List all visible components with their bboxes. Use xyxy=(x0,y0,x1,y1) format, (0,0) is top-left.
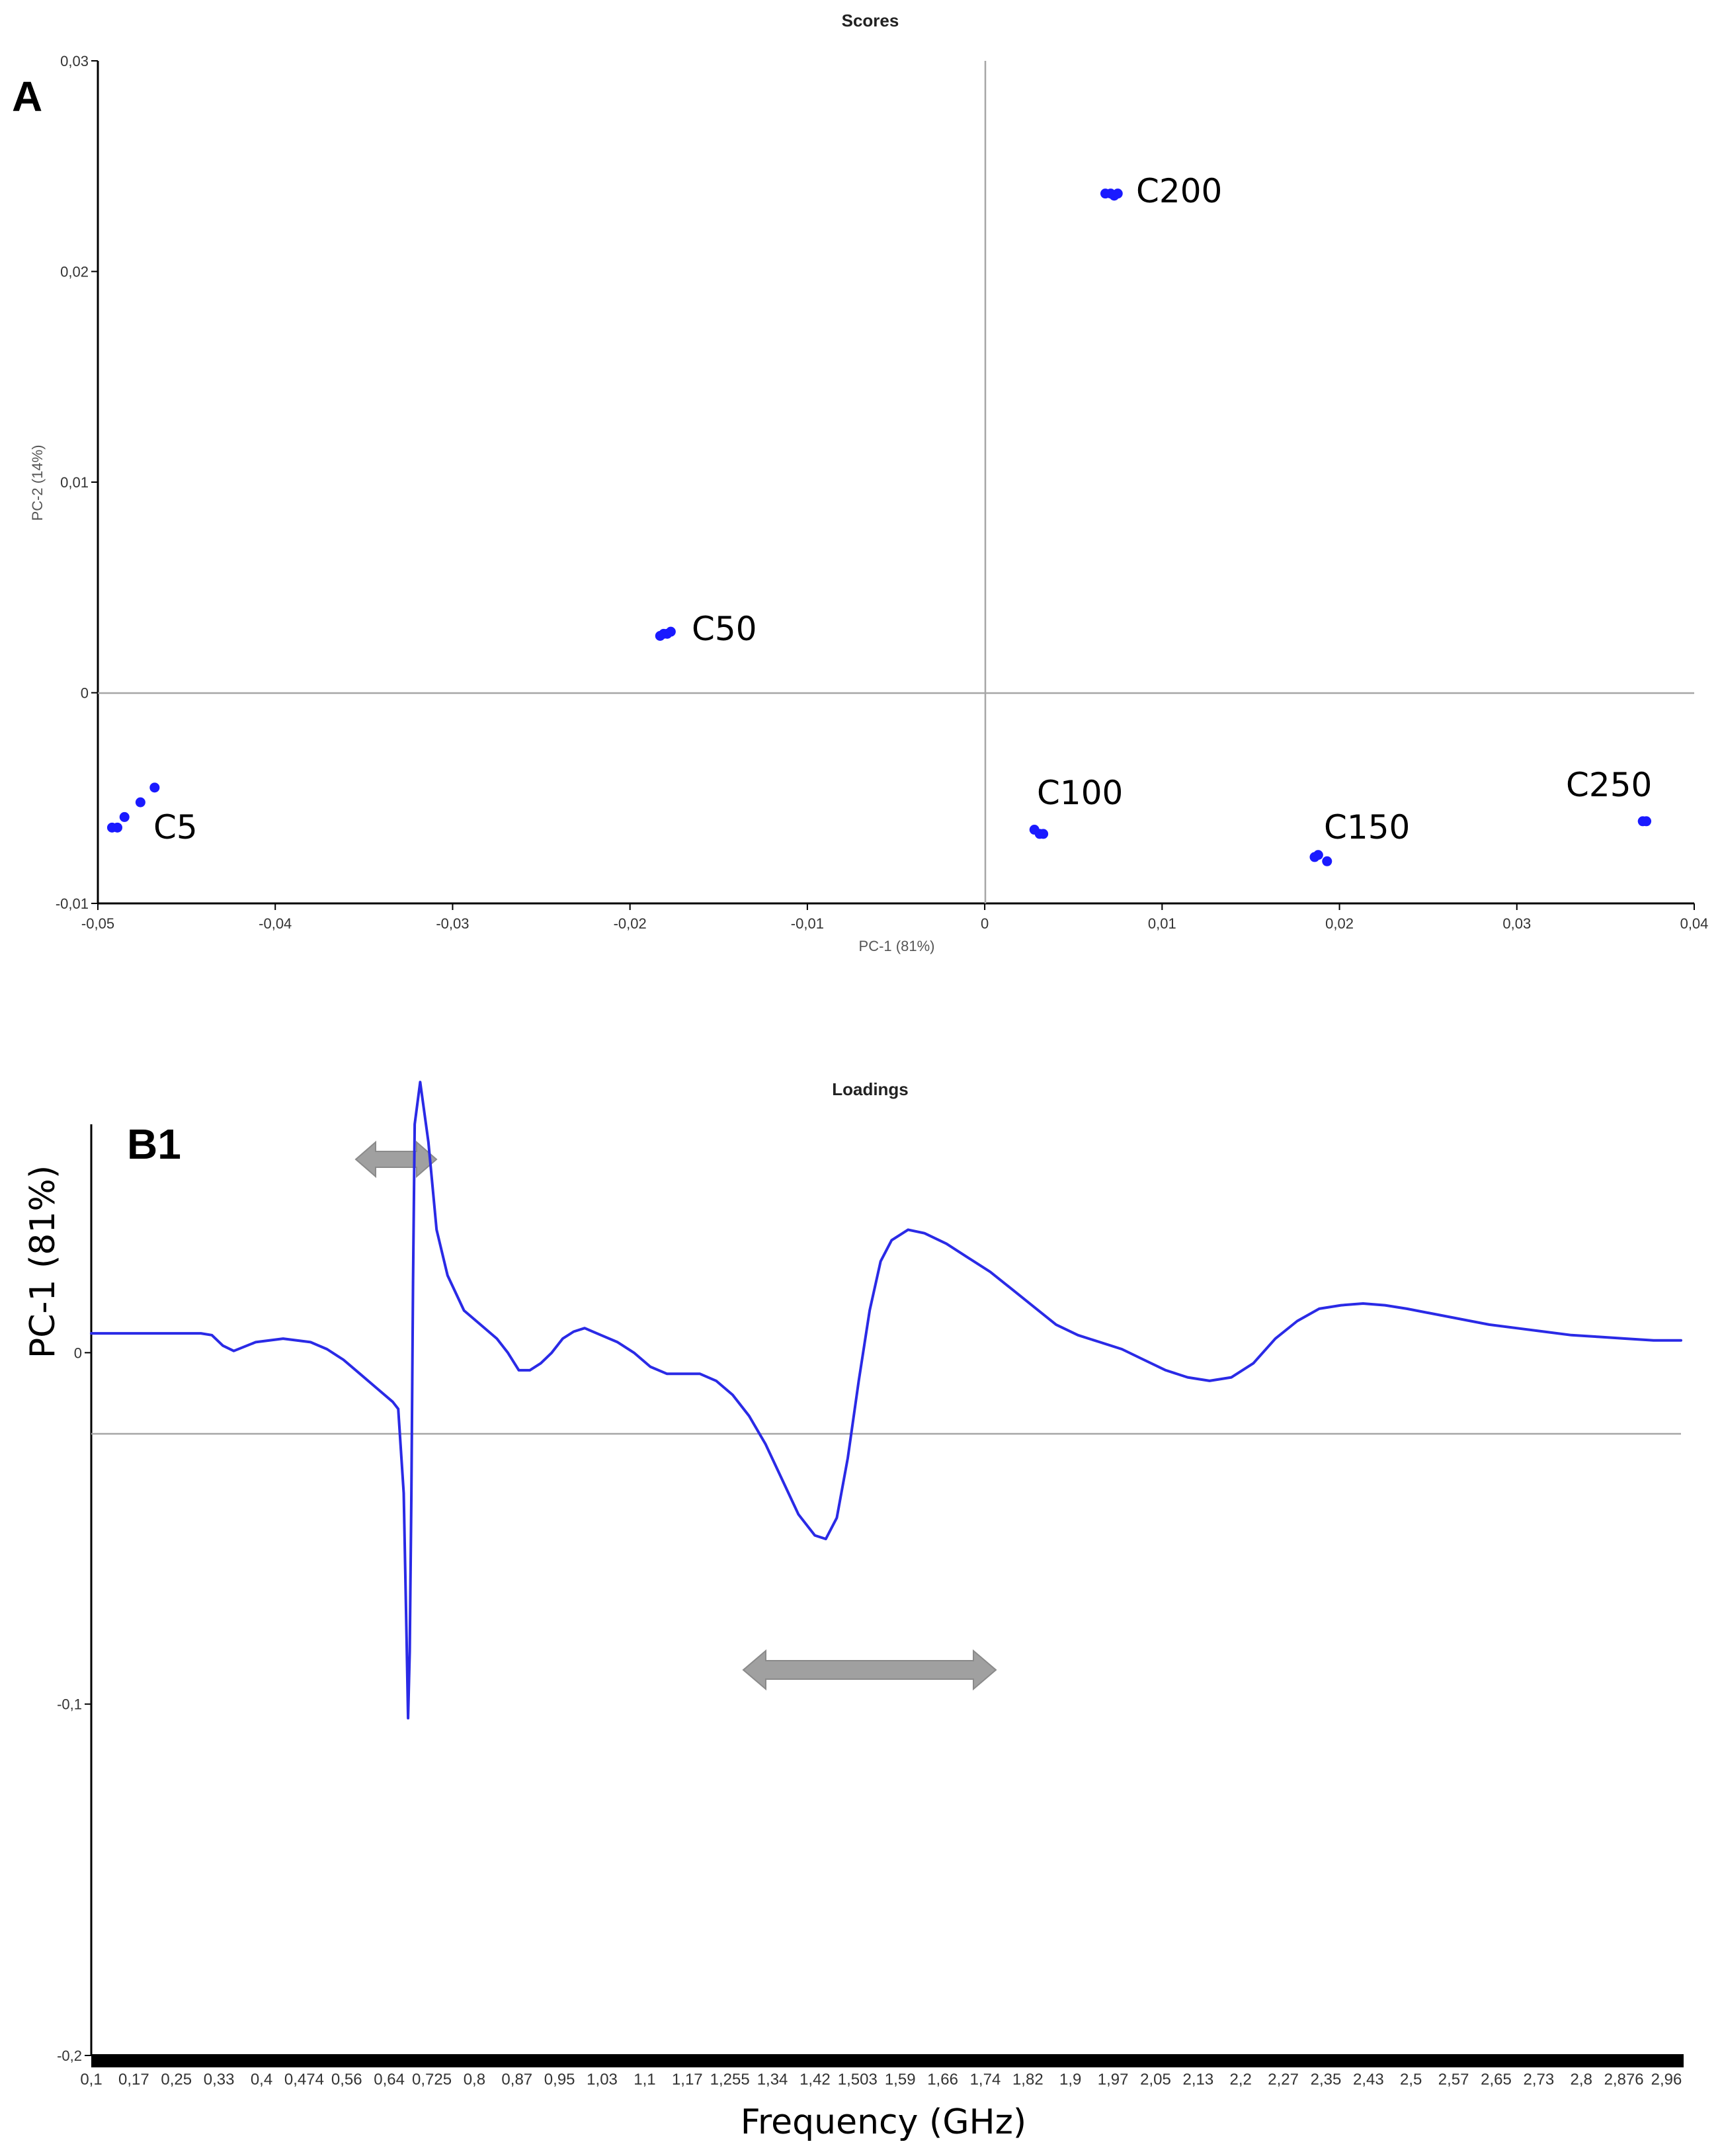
loadings-x-tick-label: 1,03 xyxy=(587,2071,618,2089)
cluster-label-c150: C150 xyxy=(1324,808,1410,847)
loadings-x-tick-label: 0,1 xyxy=(80,2071,102,2089)
loadings-x-tick-label: 0,474 xyxy=(284,2071,324,2089)
loadings-x-tick-label: 2,876 xyxy=(1604,2071,1644,2089)
loadings-x-tick-label: 1,74 xyxy=(970,2071,1001,2089)
loadings-y-tick-label: 0 xyxy=(74,1345,82,1361)
scores-y-tick-label: 0,03 xyxy=(60,53,89,69)
loadings-x-tick-label: 1,82 xyxy=(1012,2071,1044,2089)
score-point-c50 xyxy=(665,626,676,637)
score-point-c150 xyxy=(1313,850,1323,860)
score-point-c5 xyxy=(135,797,145,808)
loadings-x-tick-label: 0,25 xyxy=(161,2071,192,2089)
loadings-x-tick-label: 0,8 xyxy=(464,2071,485,2089)
score-point-c5 xyxy=(112,822,123,833)
scores-x-tick-label: -0,05 xyxy=(81,915,114,932)
loadings-x-tick-label: 1,255 xyxy=(710,2071,750,2089)
scores-x-tick-label: 0,01 xyxy=(1148,915,1176,932)
loadings-x-tick-label: 1,97 xyxy=(1098,2071,1129,2089)
score-point-c100 xyxy=(1038,829,1049,839)
scores-y-tick-label: 0 xyxy=(81,685,89,702)
cluster-label-c5: C5 xyxy=(153,808,198,847)
score-point-c200 xyxy=(1112,188,1123,199)
loadings-x-tick-label: 2,96 xyxy=(1651,2071,1682,2089)
loadings-y-tick-label: -0,1 xyxy=(57,1696,82,1713)
loadings-x-tick-label: 0,56 xyxy=(331,2071,362,2089)
loadings-x-tick-label: 2,35 xyxy=(1311,2071,1342,2089)
loadings-x-tick-label: 0,17 xyxy=(118,2071,149,2089)
loadings-x-tick-label: 0,4 xyxy=(251,2071,272,2089)
double-arrow-lower xyxy=(742,1649,997,1691)
loadings-x-tick-label: 2,43 xyxy=(1353,2071,1384,2089)
loadings-x-tick-label: 2,2 xyxy=(1230,2071,1252,2089)
loadings-x-tick-label: 2,8 xyxy=(1571,2071,1592,2089)
loadings-title: Loadings xyxy=(832,1079,909,1099)
scores-title: Scores xyxy=(842,11,899,30)
scores-x-tick-label: 0 xyxy=(981,915,989,932)
scores-y-ticks: 0,03 0,02 0,01 0 -0,01 xyxy=(56,53,98,912)
score-point-c5 xyxy=(149,782,160,793)
loadings-y-tick-label: -0,2 xyxy=(57,2048,82,2064)
cluster-label-c200: C200 xyxy=(1136,172,1222,210)
cluster-label-c100: C100 xyxy=(1037,774,1123,812)
loadings-x-tick-label: 0,87 xyxy=(501,2071,532,2089)
score-point-c250 xyxy=(1641,816,1652,827)
scores-x-axis-label: PC-1 (81%) xyxy=(859,938,935,954)
scores-points xyxy=(106,188,1652,866)
loadings-series-line xyxy=(90,1081,1682,1720)
loadings-x-tick-label: 1,42 xyxy=(799,2071,831,2089)
loadings-x-tick-label: 0,95 xyxy=(544,2071,575,2089)
loadings-x-tick-label: 0,725 xyxy=(412,2071,452,2089)
scores-y-axis-label: PC-2 (14%) xyxy=(29,445,46,521)
panel-label-a: A xyxy=(12,73,42,120)
scores-x-tick-label: -0,04 xyxy=(259,915,292,932)
loadings-x-tick-label: 0,33 xyxy=(204,2071,235,2089)
scores-y-tick-label: 0,02 xyxy=(60,264,89,280)
scores-y-tick-label: -0,01 xyxy=(56,895,89,912)
panel-label-b1: B1 xyxy=(127,1120,181,1168)
loadings-x-tick-label: 0,64 xyxy=(374,2071,405,2089)
loadings-x-tick-label: 2,27 xyxy=(1268,2071,1299,2089)
loadings-x-ticks: 0,1 0,17 0,25 0,33 0,4 0,474 0,56 0,64 0,725 0,8 0… xyxy=(80,2071,1682,2089)
double-arrow-upper xyxy=(354,1140,438,1179)
loadings-x-tick-label: 1,503 xyxy=(838,2071,878,2089)
scores-x-tick-label: 0,02 xyxy=(1325,915,1354,932)
loadings-x-tick-label: 1,1 xyxy=(634,2071,655,2089)
score-point-c150 xyxy=(1322,856,1332,866)
loadings-x-tick-label: 2,73 xyxy=(1524,2071,1555,2089)
scores-x-tick-label: 0,03 xyxy=(1502,915,1531,932)
score-point-c5 xyxy=(119,811,130,822)
loadings-x-tick-label: 2,05 xyxy=(1140,2071,1171,2089)
loadings-x-tick-label: 2,57 xyxy=(1438,2071,1469,2089)
scores-x-tick-label: 0,04 xyxy=(1680,915,1709,932)
loadings-x-tick-label: 1,34 xyxy=(757,2071,788,2089)
cluster-label-c250: C250 xyxy=(1566,766,1652,804)
loadings-x-tick-label: 2,65 xyxy=(1481,2071,1512,2089)
scores-chart: Scores A -0,05 -0,04 -0,03 -0,02 -0,01 0 0,01 0… xyxy=(12,11,1708,954)
loadings-x-tick-label: 1,9 xyxy=(1059,2071,1081,2089)
scores-x-tick-label: -0,01 xyxy=(791,915,824,932)
loadings-x-tick-label: 1,66 xyxy=(927,2071,958,2089)
scores-x-tick-label: -0,03 xyxy=(436,915,469,932)
loadings-x-tick-label: 2,5 xyxy=(1400,2071,1422,2089)
loadings-x-tick-label: 2,13 xyxy=(1182,2071,1213,2089)
scores-x-ticks: -0,05 -0,04 -0,03 -0,02 -0,01 0 0,01 0,02 0,03 0,… xyxy=(81,903,1708,932)
loadings-x-axis xyxy=(91,2054,1684,2067)
loadings-y-axis-label: PC-1 (81%) xyxy=(23,1165,63,1358)
loadings-x-tick-label: 1,17 xyxy=(672,2071,703,2089)
cluster-label-c50: C50 xyxy=(692,610,757,648)
scores-y-tick-label: 0,01 xyxy=(60,474,89,491)
loadings-x-tick-label: 1,59 xyxy=(885,2071,916,2089)
loadings-chart: Loadings B1 0 -0,1 -0,2 0,1 0,17 0,25 0,33 0,4… xyxy=(23,1079,1684,2142)
loadings-x-axis-label: Frequency (GHz) xyxy=(741,2102,1026,2142)
scores-x-tick-label: -0,02 xyxy=(614,915,647,932)
loadings-y-ticks: 0 -0,1 -0,2 xyxy=(57,1345,91,2064)
